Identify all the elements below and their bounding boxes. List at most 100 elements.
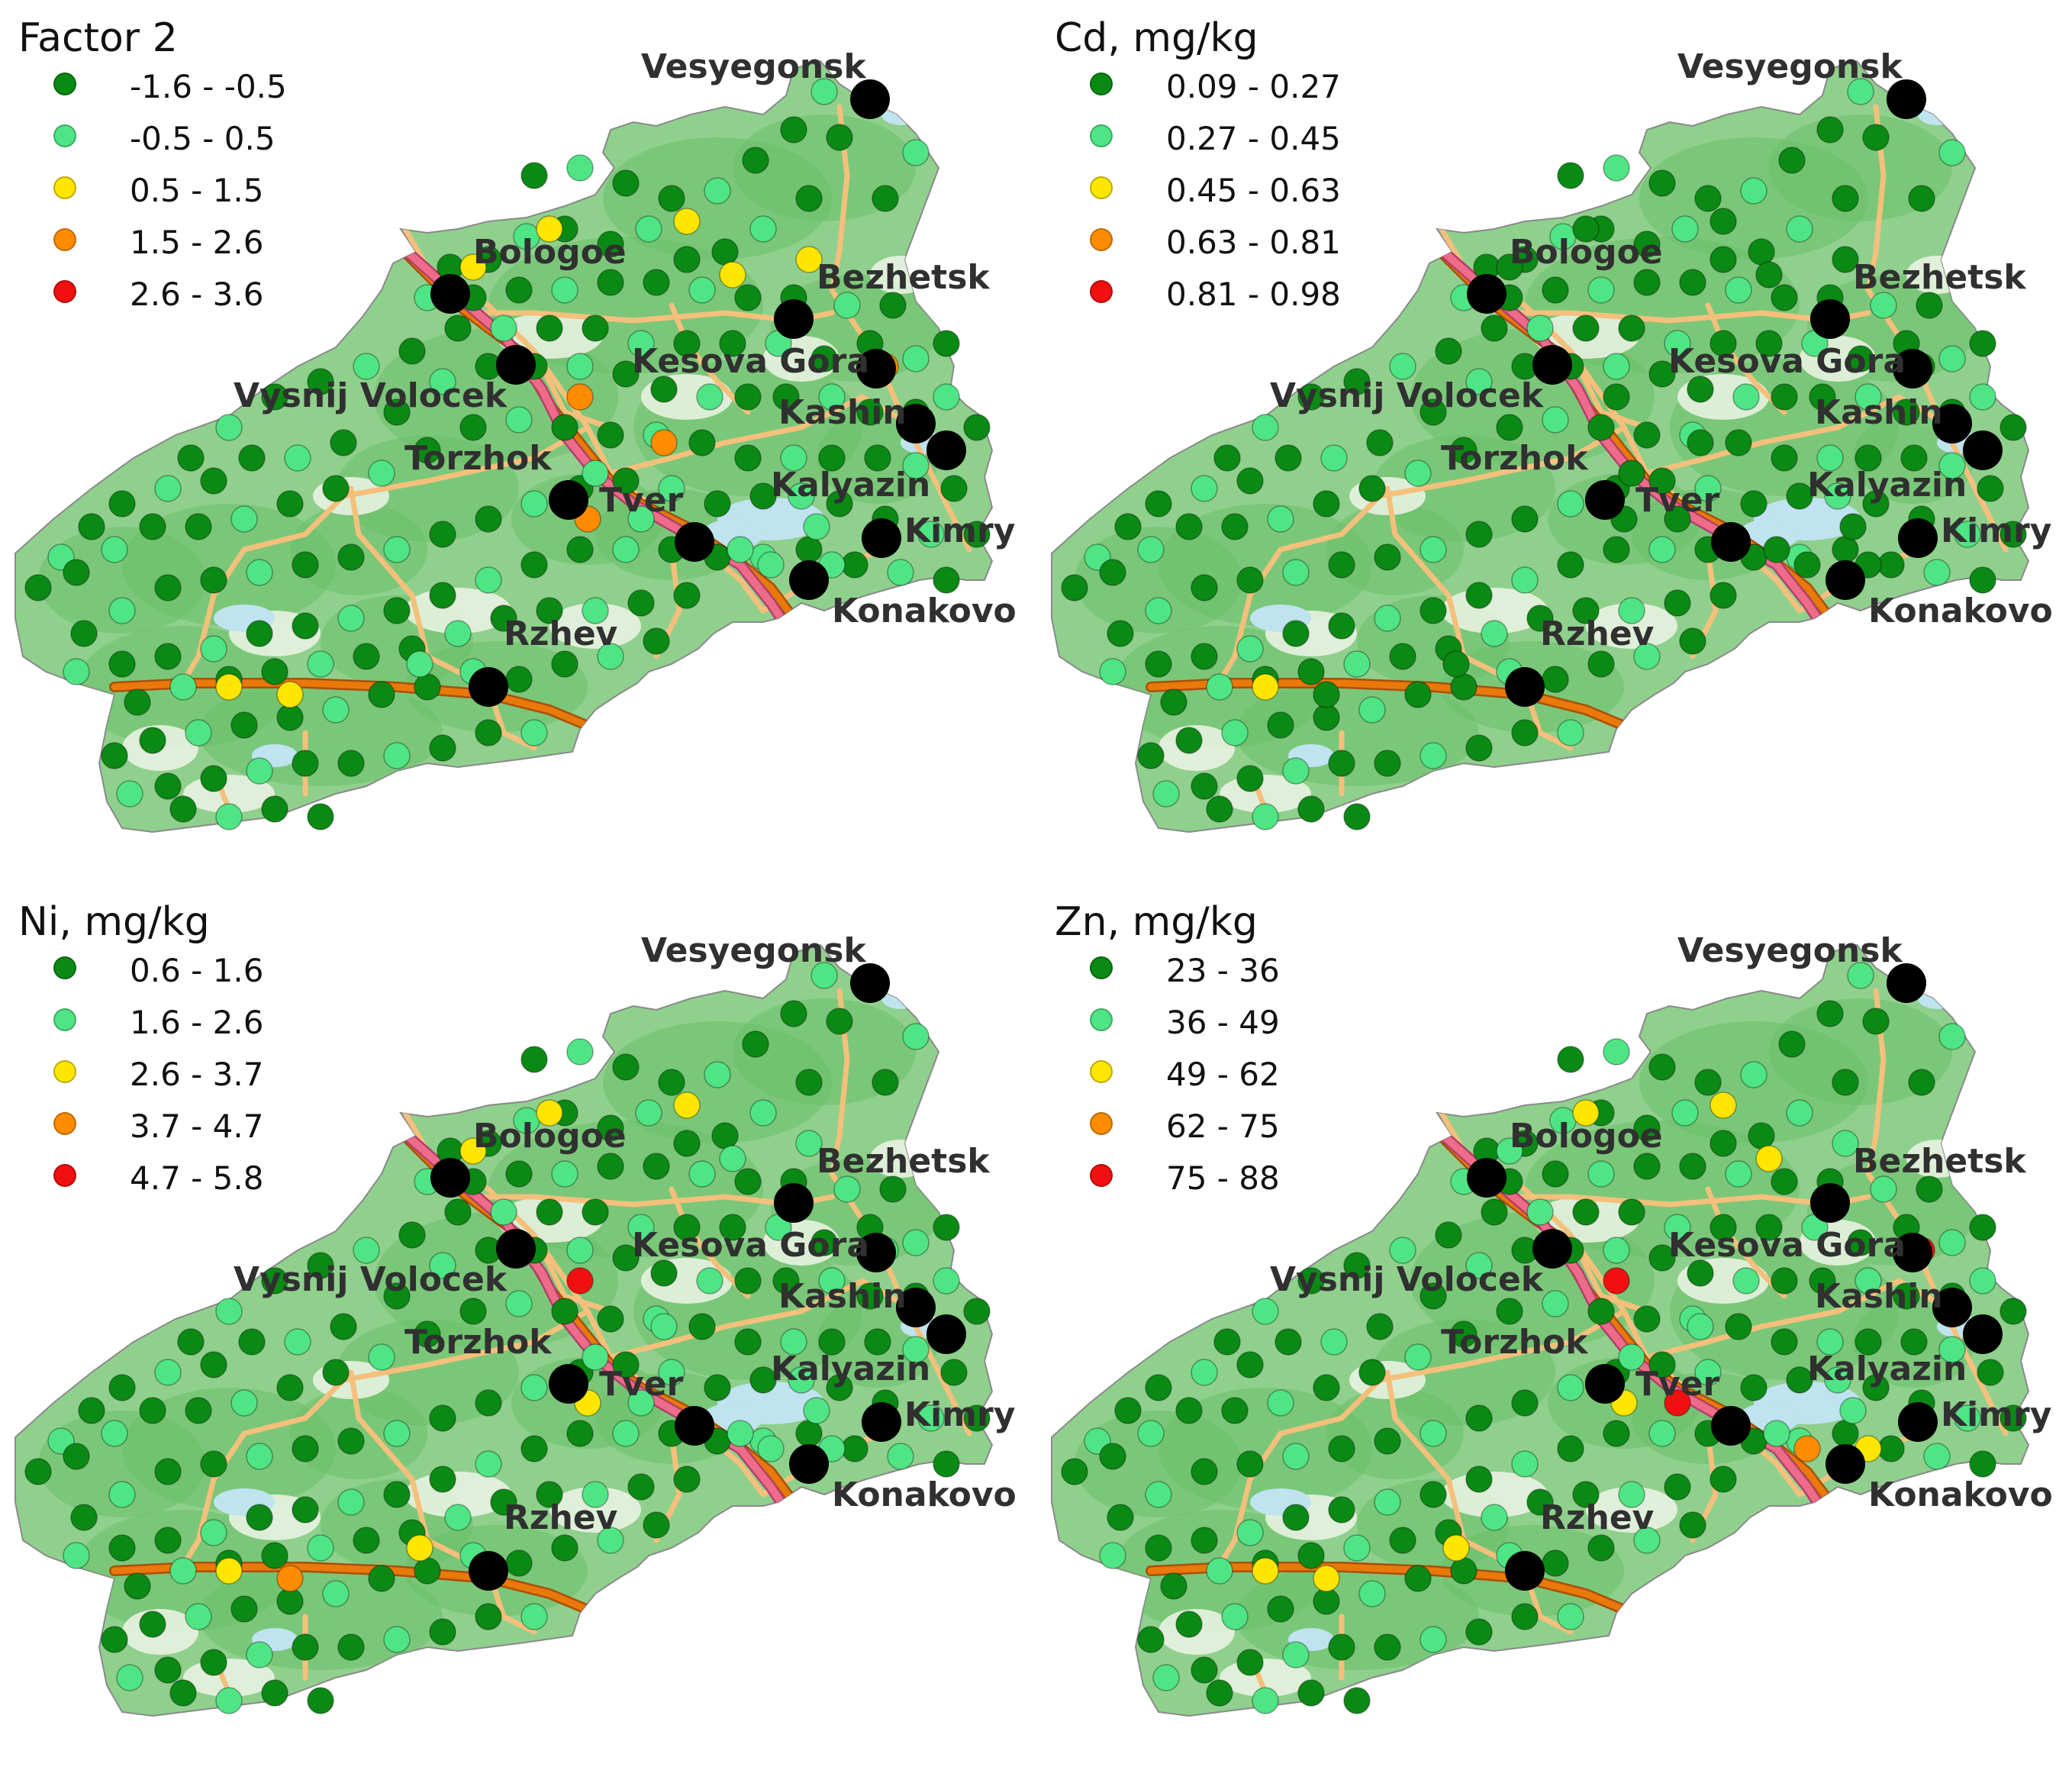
sampling-point: [139, 727, 166, 754]
sampling-point: [612, 536, 640, 563]
sampling-point: [1793, 551, 1821, 579]
sampling-point: [627, 1214, 655, 1241]
sampling-point: [1328, 1435, 1355, 1462]
sampling-point: [1061, 1458, 1088, 1485]
sampling-point: [383, 536, 411, 563]
sampling-point: [1374, 1633, 1401, 1661]
sampling-point: [116, 1664, 143, 1691]
sampling-point: [505, 1160, 533, 1188]
sampling-point: [1778, 1030, 1806, 1058]
sampling-point: [887, 559, 914, 586]
sampling-point: [1832, 1069, 1859, 1096]
sampling-point: [1542, 276, 1569, 304]
sampling-point: [520, 1603, 548, 1630]
legend-label: 75 - 88: [1166, 1159, 1280, 1197]
sampling-point: [597, 1527, 624, 1554]
sampling-point: [1236, 566, 1264, 594]
sampling-point: [1816, 1328, 1844, 1356]
sampling-point: [673, 208, 701, 235]
sampling-point: [833, 1175, 861, 1203]
city-label: Bologoe: [1510, 233, 1663, 272]
city-marker: [1585, 480, 1625, 520]
sampling-point: [520, 162, 548, 189]
legend-swatch: [1090, 956, 1113, 979]
city-label: Bezhetsk: [1853, 1142, 2027, 1181]
sampling-point: [1771, 444, 1798, 472]
city-marker: [1505, 667, 1545, 707]
legend-item: 0.27 - 0.45: [1090, 120, 1341, 157]
map-canvas: Vesyegonsk Bologoe Bezhetsk Kesova Gora Vysn…: [1051, 931, 2053, 1717]
sampling-point: [1481, 314, 1508, 342]
sampling-point: [139, 513, 166, 540]
sampling-point: [1572, 314, 1600, 342]
city-marker: [1893, 1233, 1932, 1272]
sampling-point: [383, 742, 411, 769]
sampling-point: [1358, 475, 1386, 502]
sampling-point: [864, 444, 891, 472]
sampling-point: [551, 1160, 578, 1188]
sampling-point: [1969, 330, 1996, 357]
sampling-point: [650, 1259, 678, 1287]
sampling-point: [1137, 742, 1165, 769]
sampling-point: [101, 1420, 128, 1447]
sampling-point: [1687, 1313, 1714, 1340]
sampling-point: [429, 734, 456, 762]
sampling-point: [292, 750, 319, 777]
sampling-point: [1282, 1504, 1310, 1531]
sampling-point: [1557, 1603, 1584, 1630]
sampling-point: [108, 1534, 136, 1562]
sampling-point: [429, 1618, 456, 1646]
sampling-point: [475, 1603, 502, 1630]
sampling-point: [1900, 444, 1928, 472]
map-panel: Vesyegonsk Bologoe Bezhetsk Kesova Gora Vysn…: [0, 0, 1036, 883]
sampling-point: [1679, 1153, 1706, 1180]
sampling-point: [1786, 215, 1813, 243]
city-label: Vesyegonsk: [641, 47, 867, 86]
sampling-point: [1740, 177, 1767, 205]
sampling-point: [1687, 376, 1714, 403]
city-marker: [496, 345, 536, 385]
city-label: Bologoe: [1510, 1117, 1663, 1156]
legend-item: 0.63 - 0.81: [1090, 224, 1341, 261]
sampling-point: [566, 1038, 594, 1066]
sampling-point: [1916, 292, 1943, 319]
sampling-point: [292, 1633, 319, 1661]
city-label: Tver: [1635, 481, 1720, 520]
sampling-point: [1694, 185, 1722, 212]
sampling-point: [940, 475, 968, 502]
city-marker: [1711, 1406, 1751, 1446]
sampling-point: [727, 1420, 754, 1447]
legend-swatch: [1090, 228, 1113, 251]
sampling-point: [1282, 559, 1310, 586]
sampling-point: [459, 253, 487, 281]
sampling-point: [658, 185, 685, 212]
sampling-point: [803, 1397, 830, 1424]
sampling-point: [292, 551, 319, 579]
sampling-point: [711, 238, 739, 266]
sampling-point: [1633, 269, 1661, 296]
sampling-point: [1839, 1397, 1867, 1424]
sampling-point: [276, 704, 304, 731]
sampling-point: [475, 1389, 502, 1417]
sampling-point: [1603, 1420, 1630, 1447]
sampling-point: [246, 1504, 273, 1531]
sampling-point: [1252, 414, 1279, 441]
sampling-point: [772, 1267, 800, 1295]
legend-label: 2.6 - 3.6: [130, 276, 264, 313]
city-label: Kashin: [1815, 1277, 1943, 1316]
sampling-point: [650, 429, 678, 456]
sampling-point: [1648, 536, 1676, 563]
sampling-point: [841, 1435, 868, 1462]
sampling-point: [749, 215, 777, 243]
sampling-point: [1404, 1343, 1432, 1371]
sampling-point: [1297, 1679, 1325, 1707]
sampling-point: [940, 1359, 968, 1386]
sampling-point: [696, 1267, 723, 1295]
sampling-point: [1389, 643, 1416, 670]
sampling-point: [1709, 208, 1737, 235]
sampling-point: [734, 383, 762, 411]
sampling-point: [1870, 1175, 1897, 1203]
city-label: Rzhev: [504, 614, 618, 653]
sampling-point: [1694, 475, 1722, 502]
sampling-point: [963, 521, 991, 548]
